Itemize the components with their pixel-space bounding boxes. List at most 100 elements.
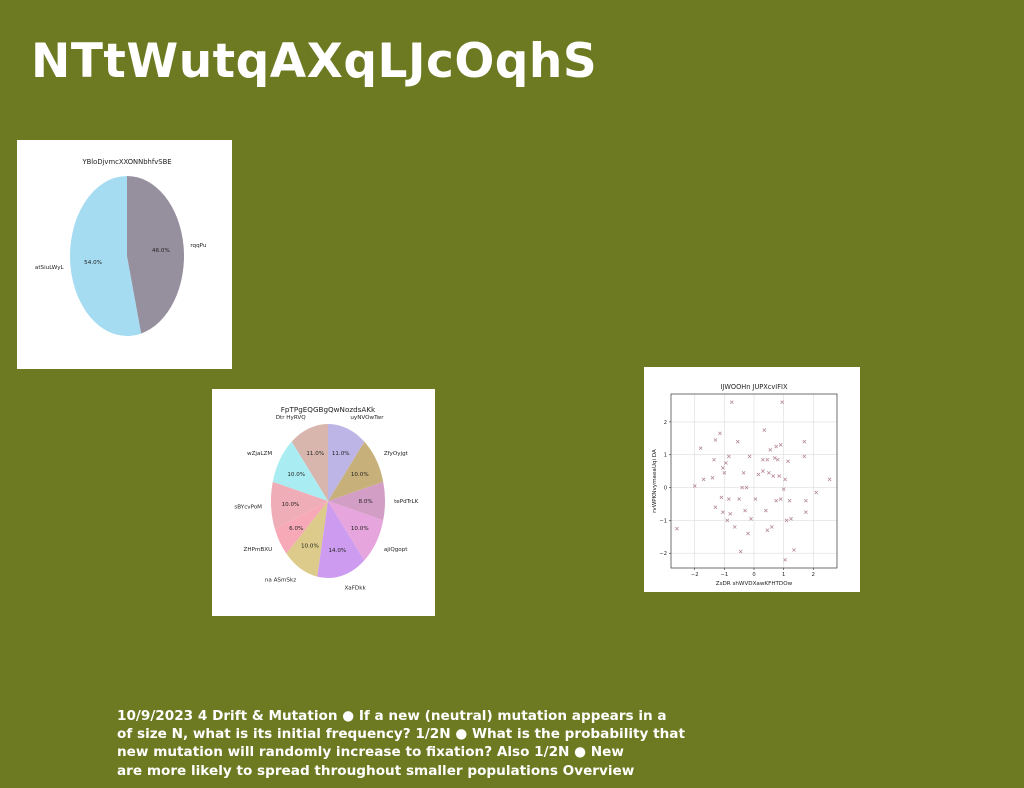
scatter-point-stroke (729, 400, 734, 405)
scatter-point (774, 498, 779, 503)
body-line: 10/9/2023 4 Drift & Mutation ● If a new … (117, 708, 667, 724)
y-tick-label: −2 (659, 551, 667, 557)
scatter-point (741, 470, 746, 475)
scatter-point-stroke (792, 548, 796, 552)
scatter-point (804, 498, 808, 503)
scatter-point (740, 485, 744, 490)
scatter-point (765, 528, 770, 533)
scatter-point-stroke (802, 439, 807, 444)
scatter-point-stroke (761, 469, 765, 473)
scatter-point-stroke (728, 511, 733, 516)
scatter-point-stroke (723, 461, 728, 465)
scatter-point (718, 431, 722, 436)
scatter-point-stroke (781, 487, 786, 492)
scatter-point (774, 444, 779, 449)
pie-slice-value-label: 46.0% (152, 248, 170, 254)
scatter-point (723, 461, 728, 465)
body-line: of size N, what is its initial frequency… (117, 726, 685, 743)
scatter-point-stroke (765, 528, 770, 533)
scatter-point (749, 516, 753, 521)
scatter-point (762, 428, 767, 432)
scatter-point (721, 510, 725, 515)
x-tick-label: −2 (691, 572, 699, 578)
scatter-point-stroke (765, 457, 770, 462)
scatter-point (777, 474, 782, 478)
scatter-point-stroke (783, 477, 787, 482)
scatter-point-stroke (777, 474, 782, 478)
pie-slice-label: ZHPmBXU (244, 547, 273, 553)
scatter-point (732, 525, 737, 529)
pie-slice-value-label: 10.0% (351, 526, 369, 532)
scatter-point (761, 457, 765, 462)
pie-slice (275, 501, 328, 554)
y-tick-label: 1 (664, 453, 667, 459)
scatter-point (814, 490, 819, 495)
scatter-point-stroke (778, 497, 783, 501)
scatter-point (768, 447, 773, 452)
scatter-point-stroke (735, 439, 740, 444)
scatter-point-stroke (740, 485, 744, 490)
scatter-point-stroke (675, 526, 679, 531)
scatter-point-stroke (756, 472, 761, 477)
scatter-point-stroke (718, 431, 722, 436)
scatter-point (783, 557, 787, 562)
pie-chart-two-slices-svg: YBloDjvmcXXONNbhfvSBE atSiuLWyL 54.0% rqqPu… (35, 158, 207, 336)
x-tick-label: 0 (752, 572, 755, 578)
pie-slice-label: atSiuLWyL (35, 265, 65, 271)
scatter-point-stroke (713, 438, 718, 442)
scatter-point-stroke (780, 400, 785, 405)
scatter-point (743, 508, 747, 513)
scatter-chart: IJWOOHn JUPXcvIFIX −2 −1 0 1 2 −2 −1 0 1 2 ZsDR shW… (644, 367, 860, 592)
scatter-point (675, 526, 679, 531)
pie-slice (127, 176, 184, 334)
y-tick-label: 0 (664, 486, 667, 492)
scatter-point-stroke (766, 470, 771, 475)
scatter-point-stroke (814, 490, 819, 495)
scatter-point (726, 497, 731, 501)
scatter-point-stroke (762, 428, 767, 432)
scatter-point-stroke (713, 505, 718, 510)
scatter-point (712, 457, 716, 462)
scatter-point (692, 484, 697, 488)
scatter-point-stroke (783, 557, 787, 562)
scatter-point (729, 400, 734, 405)
pie-slice-value-label: 10.0% (282, 502, 300, 508)
scatter-point-stroke (722, 470, 727, 475)
scatter-point-stroke (737, 497, 742, 501)
pie-slice (291, 424, 328, 501)
scatter-point-stroke (749, 516, 753, 521)
scatter-point (698, 446, 703, 451)
chart-title: FpTPgEQGBgQwNozdsAKk (281, 405, 376, 414)
scatter-point (722, 470, 727, 475)
pie-slice-value-label: 11.0% (306, 451, 324, 457)
scatter-point-stroke (698, 446, 703, 451)
scatter-point-stroke (772, 456, 777, 460)
scatter-point (775, 457, 780, 462)
scatter-point-stroke (701, 477, 706, 482)
scatter-point-stroke (744, 485, 749, 490)
scatter-point-stroke (741, 470, 746, 475)
scatter-point (769, 525, 774, 529)
scatter-point-stroke (721, 466, 725, 470)
scatter-point-stroke (743, 508, 747, 513)
scatter-point (781, 487, 786, 492)
pie-slice (70, 176, 142, 336)
scatter-point-stroke (778, 443, 783, 447)
scatter-point (827, 477, 832, 482)
pie-slice-label: wZjaLZM (247, 451, 272, 457)
pie-slice-label: rqqPu (190, 243, 207, 249)
pie-slice-label: XaFDkk (344, 586, 366, 592)
scatter-point (778, 497, 783, 501)
body-line: new mutation will randomly increase to f… (117, 744, 624, 761)
scatter-point-stroke (764, 508, 768, 513)
scatter-point-stroke (738, 549, 743, 554)
scatter-point-stroke (753, 497, 758, 501)
pie-slice-value-label: 10.0% (351, 472, 369, 478)
scatter-point (804, 510, 808, 515)
pie-slice-label: sBYcvPoM (234, 505, 262, 511)
scatter-point-stroke (771, 474, 776, 478)
scatter-point-stroke (769, 525, 774, 529)
x-tick-label: 2 (812, 572, 815, 578)
pie-slice-label: tePdTrLK (394, 499, 419, 505)
pie-slice-value-label: 14.0% (328, 548, 346, 554)
